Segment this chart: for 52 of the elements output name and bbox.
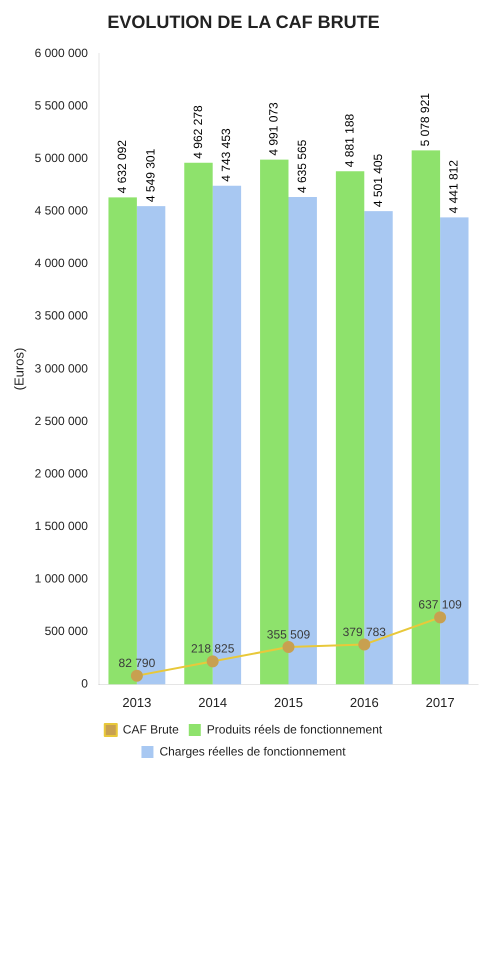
point [130, 670, 143, 682]
legend-label: Charges réelles de fonctionnement [159, 744, 346, 758]
data-label: 5 078 921 [418, 92, 432, 146]
point [358, 638, 370, 650]
data-label: 4 632 092 [114, 140, 129, 194]
bar [108, 197, 137, 684]
chart-title: EVOLUTION DE LA CAF BRUTE [107, 12, 380, 32]
x-tick-label: 2013 [122, 694, 152, 710]
data-label: 637 109 [418, 598, 462, 612]
bar [412, 150, 440, 684]
y-tick-label: 3 000 000 [34, 361, 88, 376]
data-label: 4 881 188 [342, 114, 356, 168]
data-label: 4 962 278 [190, 104, 205, 159]
bar [136, 206, 166, 684]
bar [288, 197, 317, 684]
y-tick-label: 1 000 000 [34, 572, 88, 586]
bar [364, 211, 393, 684]
x-tick-label: 2016 [350, 694, 379, 710]
data-label: 4 743 453 [219, 128, 234, 182]
y-tick-label: 1 500 000 [34, 519, 88, 534]
y-tick-label: 2 000 000 [34, 466, 88, 480]
y-axis-title: (Euros) [11, 348, 26, 390]
y-tick-label: 4 500 000 [34, 204, 88, 218]
data-label: 355 509 [266, 627, 310, 642]
y-tick-label: 6 000 000 [34, 46, 88, 60]
data-label: 4 635 565 [295, 139, 310, 194]
y-tick-label: 0 [81, 676, 88, 691]
point [434, 611, 446, 624]
bar [260, 160, 288, 684]
data-label: 4 501 405 [370, 153, 385, 208]
bar [212, 186, 242, 684]
x-tick-label: 2015 [274, 694, 303, 710]
data-label: 379 783 [342, 624, 386, 639]
data-label: 4 549 301 [143, 148, 158, 202]
bar [336, 171, 364, 684]
y-tick-label: 3 500 000 [34, 308, 88, 323]
legend-label: CAF Brute [122, 722, 180, 736]
x-tick-label: 2014 [198, 694, 228, 710]
bar [440, 217, 469, 684]
point [206, 655, 219, 668]
bar [184, 162, 213, 684]
y-tick-label: 2 500 000 [34, 414, 88, 428]
data-label: 4 991 073 [266, 102, 281, 156]
legend-label: Produits réels de fonctionnement [206, 722, 383, 736]
y-tick-label: 5 500 000 [34, 98, 88, 112]
y-tick-label: 5 000 000 [34, 151, 88, 166]
y-tick-label: 4 000 000 [34, 256, 88, 270]
x-tick-label: 2017 [426, 694, 455, 710]
data-label: 4 441 812 [446, 160, 461, 214]
data-label: 218 825 [190, 642, 235, 656]
y-tick-label: 500 000 [44, 624, 88, 638]
point [282, 641, 294, 654]
